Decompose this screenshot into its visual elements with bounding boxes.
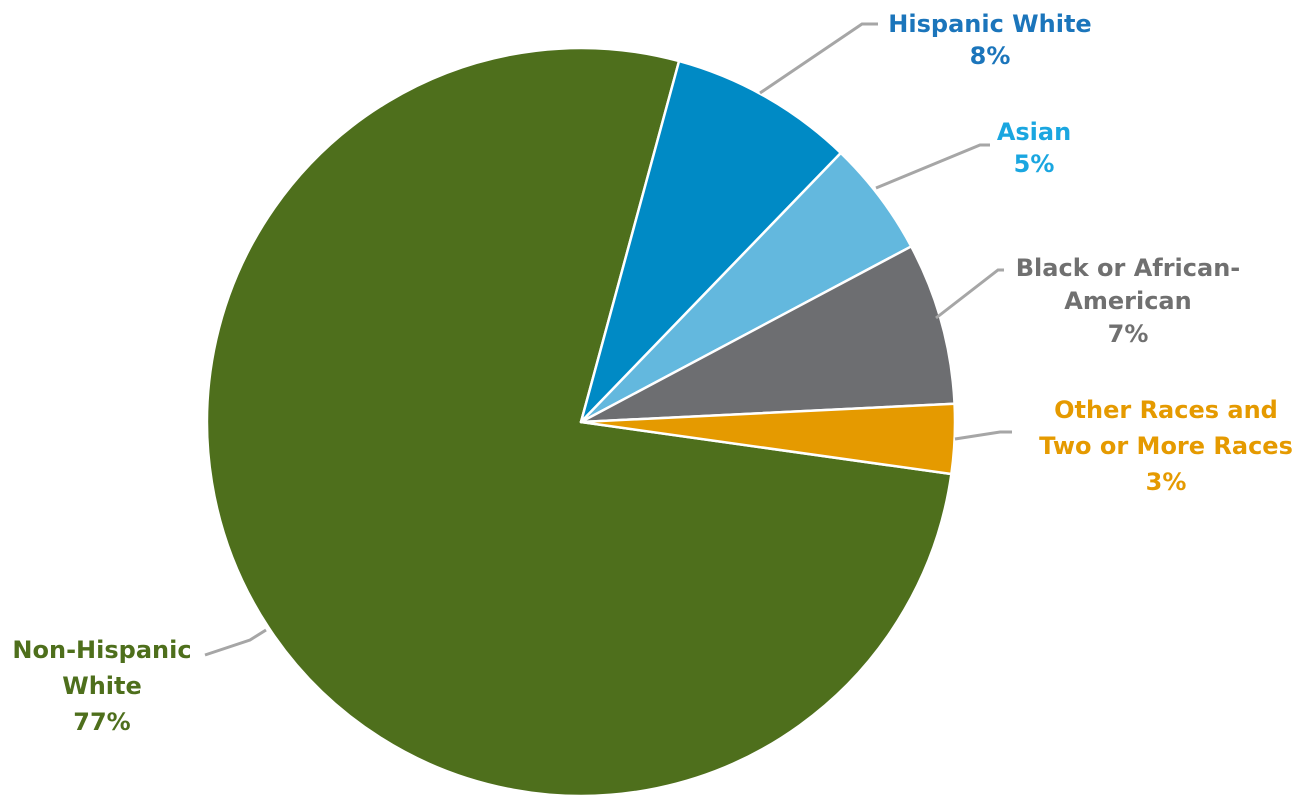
pie-slice-other-races	[579, 402, 957, 476]
data-label-hispanic-white: Hispanic White 8%	[888, 10, 1091, 70]
data-labels: Non-Hispanic White 77% Hispanic White 8% Asia…	[12, 10, 1292, 736]
data-label-category: Black or African-	[1016, 254, 1240, 282]
data-label-black-or-african-american: Black or African- American 7%	[1016, 254, 1240, 348]
pie-slices	[205, 46, 957, 796]
data-label-percent: 7%	[1108, 320, 1149, 348]
data-label-non-hispanic-white: Non-Hispanic White 77%	[12, 636, 191, 736]
data-label-category: American	[1064, 287, 1191, 315]
data-label-asian: Asian 5%	[997, 118, 1071, 178]
data-label-category: Other Races and	[1054, 396, 1278, 424]
data-label-percent: 8%	[970, 42, 1011, 70]
pie-slice-black-or-african-american	[579, 245, 956, 424]
leader-line-other-races	[954, 430, 1012, 441]
data-label-category: Asian	[997, 118, 1071, 146]
data-label-category: Two or More Races	[1039, 432, 1293, 460]
leader-line-asian	[875, 143, 990, 190]
pie-slice-hispanic-white	[579, 59, 843, 424]
data-label-category: Non-Hispanic	[12, 636, 191, 664]
leader-line-hispanic-white	[759, 22, 878, 95]
leader-line-non-hispanic-white	[204, 628, 267, 657]
data-label-percent: 5%	[1014, 150, 1055, 178]
data-label-other-races: Other Races and Two or More Races 3%	[1039, 396, 1293, 496]
data-label-category: White	[62, 672, 142, 700]
leader-line-black-or-african-american	[935, 268, 1004, 320]
data-label-percent: 77%	[73, 708, 130, 736]
leader-lines	[204, 22, 1012, 657]
data-label-percent: 3%	[1146, 468, 1187, 496]
pie-slice-non-hispanic-white	[205, 46, 953, 796]
data-label-category: Hispanic White	[888, 10, 1091, 38]
